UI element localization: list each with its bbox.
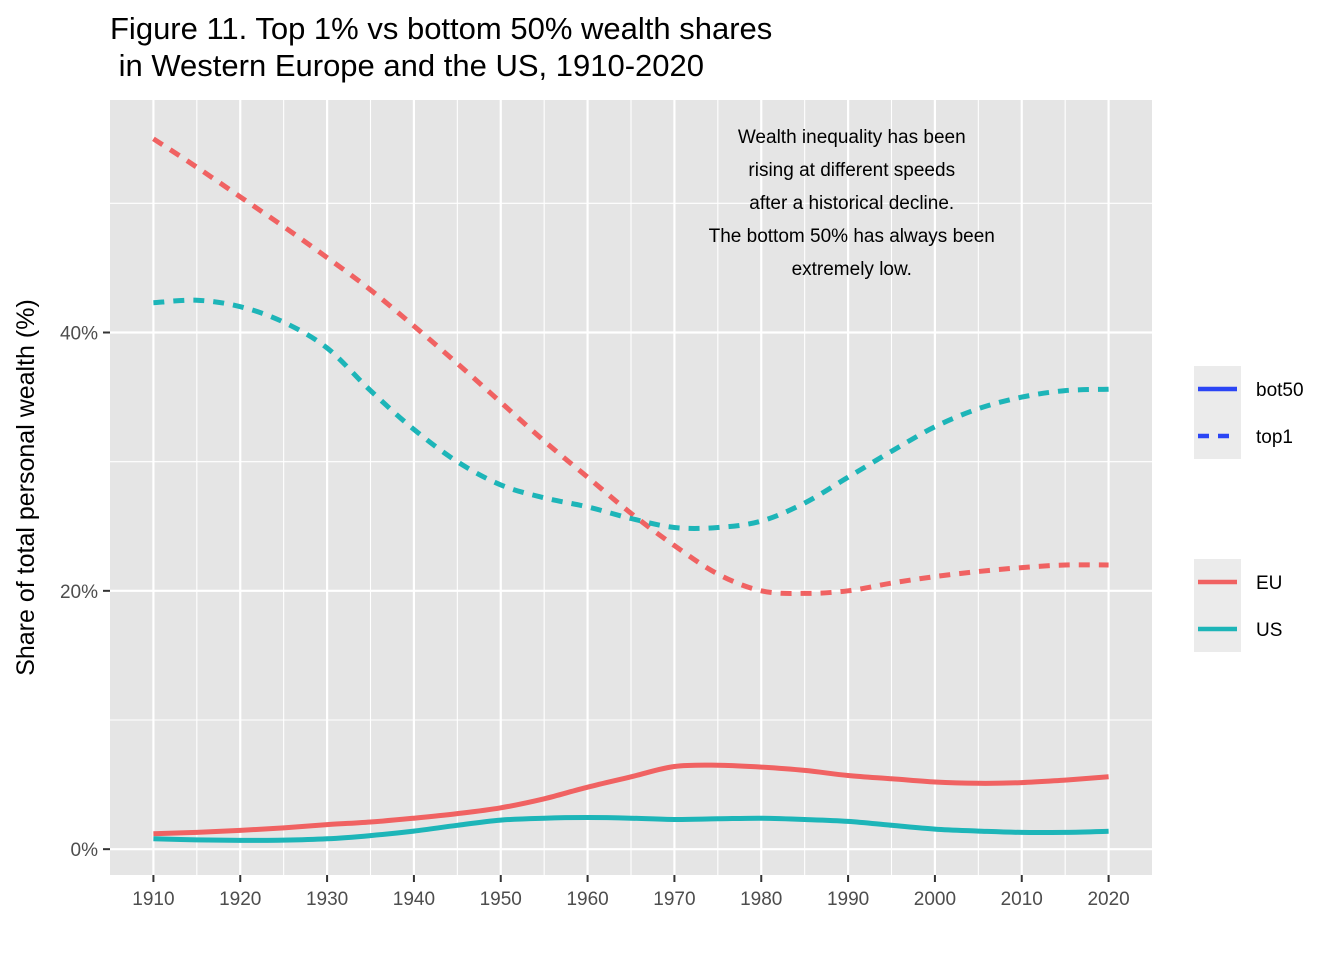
- series-layer: [152, 136, 1109, 843]
- chart-title-line: in Western Europe and the US, 1910-2020: [110, 48, 704, 83]
- grid-minor: [110, 100, 1152, 875]
- series-line-us-bot50: [153, 815, 1109, 843]
- x-tick-label: 1990: [827, 889, 869, 910]
- x-axis-tick-labels: 1910 1920 1930 1940 1950 1960 1970 1980 1990 2000…: [132, 889, 1129, 910]
- x-tick-label: 1920: [219, 889, 261, 910]
- y-tick-label: 40%: [60, 324, 98, 345]
- y-axis-title: Share of total personal wealth (%): [12, 299, 40, 676]
- y-axis-tick-labels: 0% 20% 40%: [60, 324, 98, 862]
- y-tick-label: 20%: [60, 582, 98, 603]
- series-line-us-top1: [153, 297, 1109, 531]
- series-line-eu-top1: [152, 136, 1109, 596]
- x-tick-label: 1950: [480, 889, 522, 910]
- x-tick-label: 1910: [132, 889, 174, 910]
- x-tick-label: 2010: [1001, 889, 1043, 910]
- annotation-line: The bottom 50% has always been: [709, 226, 995, 247]
- x-tick-label: 1980: [740, 889, 782, 910]
- legend-linetype: bot50 top1: [1194, 366, 1304, 459]
- axis-ticks: [103, 331, 1110, 882]
- annotation-line: Wealth inequality has been: [738, 127, 966, 148]
- legend-label-bot50: bot50: [1256, 380, 1304, 401]
- annotation-line: rising at different speeds: [748, 160, 955, 181]
- x-tick-label: 2020: [1087, 889, 1129, 910]
- legend-label-eu: EU: [1256, 573, 1282, 594]
- chart-title: Figure 11. Top 1% vs bottom 50% wealth s…: [110, 10, 772, 84]
- annotation-line: extremely low.: [792, 259, 912, 280]
- x-tick-label: 1930: [306, 889, 348, 910]
- y-tick-label: 0%: [71, 840, 99, 861]
- legend-label-us: US: [1256, 620, 1282, 641]
- annotation-line: after a historical decline.: [749, 193, 954, 214]
- x-tick-label: 1940: [393, 889, 435, 910]
- legend-color: EU US: [1194, 559, 1282, 652]
- x-tick-label: 2000: [914, 889, 956, 910]
- chart-title-line: Figure 11. Top 1% vs bottom 50% wealth s…: [110, 11, 773, 46]
- legend-linetype-background: [1194, 366, 1241, 459]
- x-tick-label: 1960: [566, 889, 608, 910]
- legend-color-background: [1194, 559, 1241, 652]
- grid-major: [110, 100, 1152, 875]
- legend-label-top1: top1: [1256, 427, 1293, 448]
- series-line-eu-bot50: [153, 762, 1109, 837]
- annotation: Wealth inequality has been rising at diff…: [709, 127, 995, 280]
- x-tick-label: 1970: [653, 889, 695, 910]
